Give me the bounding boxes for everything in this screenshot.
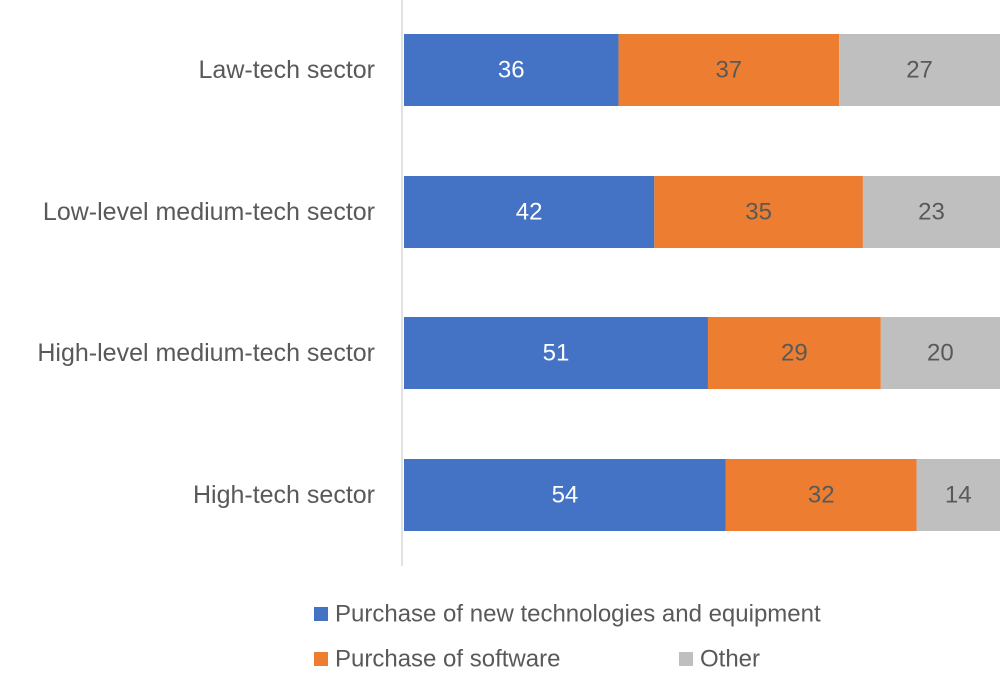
- legend: Purchase of new technologies and equipme…: [314, 601, 821, 673]
- legend-swatch-other: [679, 652, 693, 666]
- data-label-purchase-of-software-high-level-medium-tech-sector: 29: [781, 340, 808, 367]
- bar-purchase-of-software-law-tech-sector: [618, 34, 840, 106]
- data-label-other-low-level-medium-tech-sector: 23: [918, 199, 945, 226]
- bar-other-low-level-medium-tech-sector: [862, 176, 1000, 248]
- category-label-high-tech-sector: High-tech sector: [193, 481, 375, 509]
- category-label-high-level-medium-tech-sector: High-level medium-tech sector: [37, 339, 375, 367]
- legend-swatch-purchase-of-software: [314, 652, 328, 666]
- data-label-other-law-tech-sector: 27: [906, 57, 933, 84]
- data-label-purchase-of-software-high-tech-sector: 32: [808, 482, 835, 509]
- data-label-purchase-of-new-technologies-and-equipment-law-tech-sector: 36: [498, 57, 525, 84]
- data-label-purchase-of-new-technologies-and-equipment-low-level-medium-tech-sector: 42: [516, 199, 543, 226]
- data-label-purchase-of-software-law-tech-sector: 37: [715, 57, 742, 84]
- bar-purchase-of-software-high-level-medium-tech-sector: [707, 317, 881, 389]
- bar-purchase-of-new-technologies-and-equipment-high-tech-sector: [404, 459, 726, 531]
- category-label-low-level-medium-tech-sector: Low-level medium-tech sector: [43, 198, 375, 226]
- category-label-law-tech-sector: Law-tech sector: [199, 56, 375, 84]
- data-label-purchase-of-new-technologies-and-equipment-high-tech-sector: 54: [552, 482, 579, 509]
- bar-purchase-of-software-low-level-medium-tech-sector: [654, 176, 863, 248]
- bar-purchase-of-new-technologies-and-equipment-low-level-medium-tech-sector: [404, 176, 655, 248]
- legend-label-other: Other: [700, 646, 760, 673]
- data-label-purchase-of-software-low-level-medium-tech-sector: 35: [745, 199, 772, 226]
- legend-label-purchase-of-new-technologies-and-equipment: Purchase of new technologies and equipme…: [335, 601, 821, 628]
- bar-other-high-tech-sector: [916, 459, 1000, 531]
- bar-purchase-of-new-technologies-and-equipment-high-level-medium-tech-sector: [404, 317, 708, 389]
- bar-other-high-level-medium-tech-sector: [880, 317, 1000, 389]
- plot-area: Law-tech sector 36 37 27 Low-level medium-te…: [37, 34, 1000, 531]
- bar-purchase-of-software-high-tech-sector: [725, 459, 917, 531]
- legend-swatch-purchase-of-new-technologies-and-equipment: [314, 607, 328, 621]
- data-label-purchase-of-new-technologies-and-equipment-high-level-medium-tech-sector: 51: [543, 340, 570, 367]
- data-label-other-high-tech-sector: 14: [945, 482, 972, 509]
- data-label-other-high-level-medium-tech-sector: 20: [927, 340, 954, 367]
- legend-label-purchase-of-software: Purchase of software: [335, 646, 560, 673]
- bar-purchase-of-new-technologies-and-equipment-law-tech-sector: [404, 34, 619, 106]
- bar-other-law-tech-sector: [839, 34, 1000, 106]
